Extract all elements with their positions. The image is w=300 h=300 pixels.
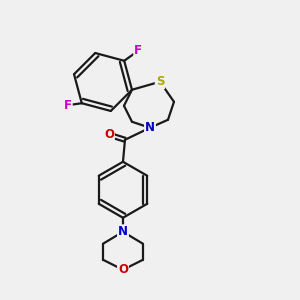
Text: N: N	[145, 121, 155, 134]
Text: F: F	[134, 44, 142, 57]
Text: O: O	[118, 263, 128, 276]
Text: F: F	[64, 99, 72, 112]
Text: N: N	[118, 225, 128, 238]
Text: O: O	[104, 128, 114, 141]
Text: S: S	[156, 75, 164, 88]
